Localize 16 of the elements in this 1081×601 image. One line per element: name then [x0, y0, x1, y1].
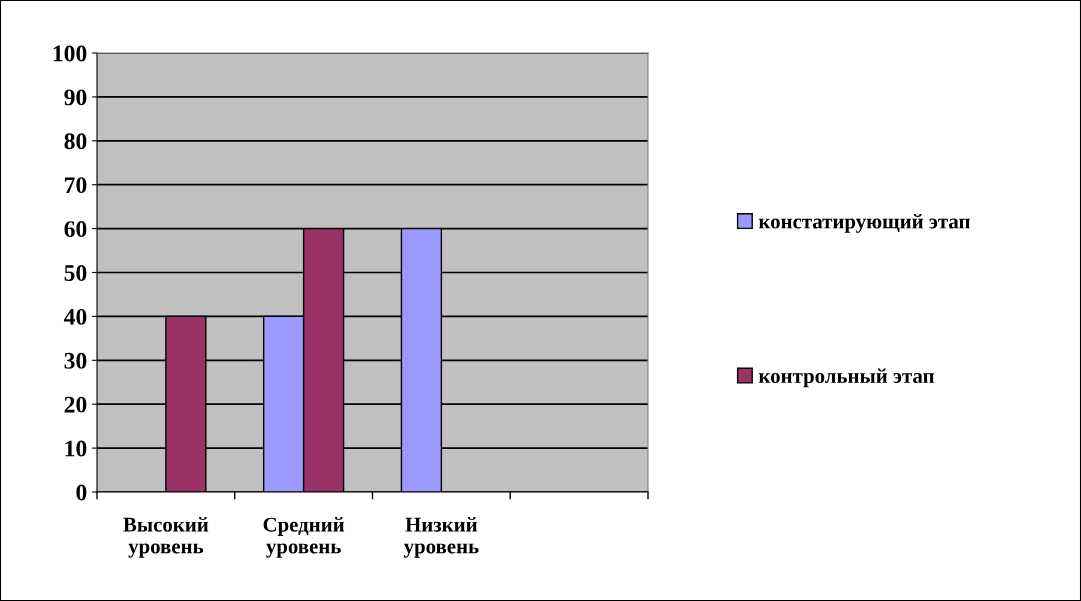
y-tick-label: 90	[64, 89, 87, 106]
y-tick-label: 80	[64, 133, 87, 150]
y-tick-label: 0	[76, 484, 87, 501]
y-tick-label: 10	[65, 440, 87, 457]
y-tick-label: 30	[64, 352, 87, 369]
y-tick-label: 70	[65, 177, 87, 194]
y-tick-label: 60	[64, 221, 87, 238]
legend-label: констатирующий этап	[758, 213, 970, 233]
x-tick-label: Низкий уровень	[403, 517, 479, 558]
y-tick-label: 50	[64, 264, 87, 281]
y-tick-label: 20	[64, 396, 87, 413]
x-tick-label: Средний уровень	[263, 517, 345, 558]
y-tick-label: 40	[63, 308, 87, 325]
y-tick-label: 100	[53, 45, 87, 62]
legend-label: контрольный этап	[758, 368, 935, 388]
x-tick-label: Высокий уровень	[123, 517, 209, 558]
